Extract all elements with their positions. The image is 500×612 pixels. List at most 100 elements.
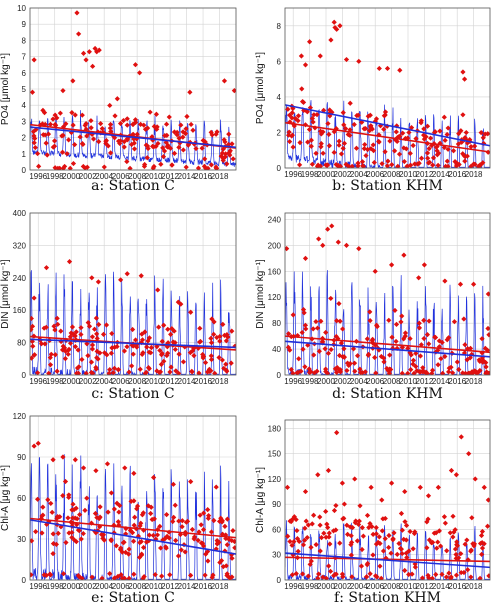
observation-point [226,149,232,156]
observation-point [203,165,209,170]
observation-point [124,344,130,350]
y-tick-label: 150 [268,450,282,459]
observation-point [145,145,151,152]
observation-point [157,523,163,530]
observation-point [208,353,214,359]
observation-point [132,119,139,125]
observation-point [73,329,79,335]
observation-point [326,563,332,569]
x-tick-label: 2018 [211,377,229,386]
observation-point [468,574,474,580]
observation-point [393,321,400,327]
observation-point [48,500,54,507]
x-tick-label: 2008 [383,170,401,179]
x-tick-label: 2002 [79,582,97,591]
observation-point [40,512,46,518]
observation-point [448,574,454,580]
observation-point [201,510,207,516]
observation-point [129,363,135,369]
observation-point [151,123,157,130]
observation-point [320,574,326,580]
observation-point [424,332,431,338]
observation-point [424,123,431,129]
observation-point [188,309,194,315]
observation-point [47,362,54,368]
observation-point [175,370,182,375]
observation-point [141,574,147,580]
observation-point [289,115,295,121]
observation-point [72,142,78,148]
x-tick-label: 2010 [145,582,163,591]
observation-point [302,364,308,370]
observation-point [435,347,441,353]
observation-point [442,520,448,526]
observation-point [166,114,172,120]
observation-point [294,527,300,534]
observation-point [131,146,138,152]
y-tick-label: 2 [22,134,27,143]
observation-point [36,163,42,169]
observation-point [197,512,203,518]
observation-point [220,146,226,152]
observation-point [399,313,405,319]
observation-point [370,148,377,154]
observation-point [111,522,117,528]
observation-point [48,351,54,357]
observation-point [399,344,406,350]
observation-point [216,354,222,361]
observation-point [434,545,440,551]
observation-point [341,354,347,360]
observation-point [175,299,181,305]
observation-point [40,504,46,510]
observation-point [458,434,464,440]
observation-point [430,539,436,545]
model-series-line [285,520,490,580]
observation-point [44,152,50,158]
x-tick-label: 2016 [448,170,466,179]
observation-point [346,362,352,369]
observation-point [419,575,426,580]
observation-point [183,126,189,132]
y-tick-label: 0 [277,576,282,585]
observation-point [63,539,69,546]
x-tick-label: 2016 [194,172,212,181]
x-tick-label: 2016 [194,377,212,386]
x-tick-label: 2012 [416,377,434,386]
x-tick-label: 1996 [284,582,302,591]
observation-point [66,137,72,143]
observation-point [121,348,128,354]
observation-point [425,493,432,499]
observation-point [71,332,78,338]
observation-point [395,163,401,168]
observation-point [377,540,383,547]
observation-point [137,366,143,372]
observation-point [75,572,81,579]
observation-point [154,343,160,350]
observation-point [416,275,422,281]
observation-point [403,146,409,152]
observation-point [377,563,383,569]
observation-point [325,120,331,127]
observation-point [384,163,391,168]
observation-point [109,330,115,337]
observation-point [211,319,217,325]
observation-point [155,287,161,293]
observation-point [299,98,306,105]
x-tick-label: 2010 [399,377,417,386]
observation-point [316,348,322,354]
x-tick-label: 2014 [432,170,450,179]
observation-point [340,110,346,116]
observation-point [212,370,218,375]
x-tick-label: 2016 [194,582,212,591]
observation-point [176,518,182,524]
observation-point [475,163,482,168]
observation-point [86,323,93,329]
observation-point [406,571,412,578]
observation-point [437,543,444,549]
observation-point [404,163,411,168]
observation-point [296,356,302,362]
observation-point [472,161,478,167]
observation-trend-line [29,517,237,539]
observation-point [391,148,398,154]
observation-point [334,369,340,375]
